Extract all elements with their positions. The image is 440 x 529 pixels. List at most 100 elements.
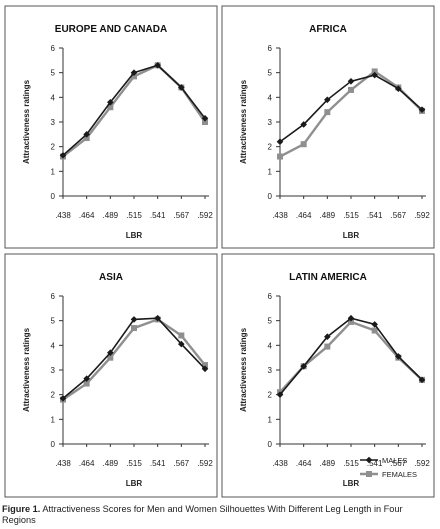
y-tick-label: 0 [51, 192, 56, 201]
chart-title: AFRICA [309, 24, 347, 35]
x-tick-label: .464 [296, 211, 312, 220]
point-males [300, 121, 307, 128]
point-males [418, 376, 426, 384]
point-males [130, 69, 138, 76]
point-males [83, 131, 90, 138]
point-males [83, 375, 90, 382]
y-tick-label: 3 [51, 366, 56, 375]
y-tick-label: 4 [268, 93, 273, 102]
x-tick-label: .592 [197, 459, 213, 468]
y-tick-label: 2 [51, 391, 56, 400]
chart-title: EUROPE AND CANADA [55, 24, 167, 35]
x-tick-label: .567 [391, 211, 407, 220]
caption-label: Figure 1. [2, 504, 41, 514]
point-males [59, 152, 67, 159]
y-tick-label: 0 [268, 192, 273, 201]
y-axis-label: Attractiveness ratings [22, 327, 31, 412]
x-tick-label: .541 [367, 459, 383, 468]
point-males [347, 314, 355, 322]
y-tick-label: 6 [268, 292, 273, 301]
point-males [59, 395, 67, 402]
x-tick-label: .438 [55, 459, 71, 468]
y-tick-label: 5 [51, 69, 56, 78]
y-tick-label: 1 [268, 167, 273, 176]
y-tick-label: 1 [268, 415, 273, 424]
point-males [154, 61, 161, 69]
chart-frame [4, 5, 218, 249]
y-tick-label: 6 [51, 292, 56, 301]
x-tick-label: .464 [79, 459, 95, 468]
point-males [201, 365, 209, 373]
y-tick-label: 5 [51, 317, 56, 326]
y-tick-label: 3 [51, 118, 56, 127]
point-females [348, 86, 354, 93]
x-tick-label: .489 [103, 459, 119, 468]
point-females [178, 332, 185, 339]
point-males [395, 85, 402, 92]
x-tick-label: .541 [150, 459, 166, 468]
point-males [276, 138, 284, 146]
point-males [418, 106, 426, 113]
legend-marker-females [366, 471, 372, 477]
x-axis-label: LBR [126, 231, 143, 240]
x-tick-label: .464 [79, 211, 95, 220]
legend-marker-males [365, 456, 373, 464]
point-males [130, 316, 138, 323]
point-males [347, 78, 355, 85]
y-tick-label: 2 [268, 143, 273, 152]
x-tick-label: .567 [174, 459, 190, 468]
point-females [371, 68, 378, 75]
caption-text: Attractiveness Scores for Men and Women … [2, 504, 403, 525]
y-tick-label: 1 [51, 415, 56, 424]
y-tick-label: 5 [268, 317, 273, 326]
x-tick-label: .438 [55, 211, 71, 220]
x-tick-label: .489 [320, 459, 336, 468]
point-females [202, 362, 208, 369]
y-tick-label: 6 [268, 44, 273, 53]
point-males [154, 314, 161, 322]
x-tick-label: .489 [103, 211, 119, 220]
point-females [371, 327, 378, 334]
point-males [371, 321, 378, 328]
point-males [300, 363, 307, 370]
point-males [178, 340, 185, 348]
y-tick-label: 4 [51, 341, 56, 350]
chart-title: LATIN AMERICA [289, 272, 367, 283]
x-axis-label: LBR [343, 479, 360, 488]
chart-frame [4, 253, 218, 498]
chart-europe-and-canada: EUROPE AND CANADA 0 1 2 3 4 5 6 .438 .464 .489 .515… [4, 5, 218, 249]
point-males [324, 96, 331, 104]
x-tick-label: .515 [126, 211, 142, 220]
x-tick-label: .489 [320, 211, 336, 220]
legend-label-males: MALES [382, 456, 407, 465]
x-tick-label: .541 [367, 211, 383, 220]
x-tick-label: .515 [343, 211, 359, 220]
point-males [201, 115, 209, 122]
x-tick-label: .567 [391, 459, 407, 468]
x-tick-label: .592 [414, 459, 430, 468]
x-tick-label: .541 [150, 211, 166, 220]
y-tick-label: 6 [51, 44, 56, 53]
y-tick-label: 3 [268, 118, 273, 127]
point-males [178, 84, 185, 91]
y-tick-label: 1 [51, 167, 56, 176]
point-females [300, 141, 307, 148]
point-females [131, 73, 137, 80]
x-tick-label: .515 [126, 459, 142, 468]
x-axis-label: LBR [343, 231, 360, 240]
point-males [324, 333, 331, 340]
x-tick-label: .515 [343, 459, 359, 468]
figure-caption: Figure 1. Attractiveness Scores for Men … [2, 504, 438, 526]
y-tick-label: 0 [268, 440, 273, 449]
point-males [371, 71, 378, 79]
chart-frame [221, 253, 435, 498]
x-axis-label: LBR [126, 479, 143, 488]
y-axis-label: Attractiveness ratings [22, 79, 31, 164]
point-females [83, 135, 90, 142]
y-tick-label: 5 [268, 69, 273, 78]
point-females [202, 119, 208, 125]
point-males [107, 98, 114, 106]
x-tick-label: .464 [296, 459, 312, 468]
x-tick-label: .567 [174, 211, 190, 220]
